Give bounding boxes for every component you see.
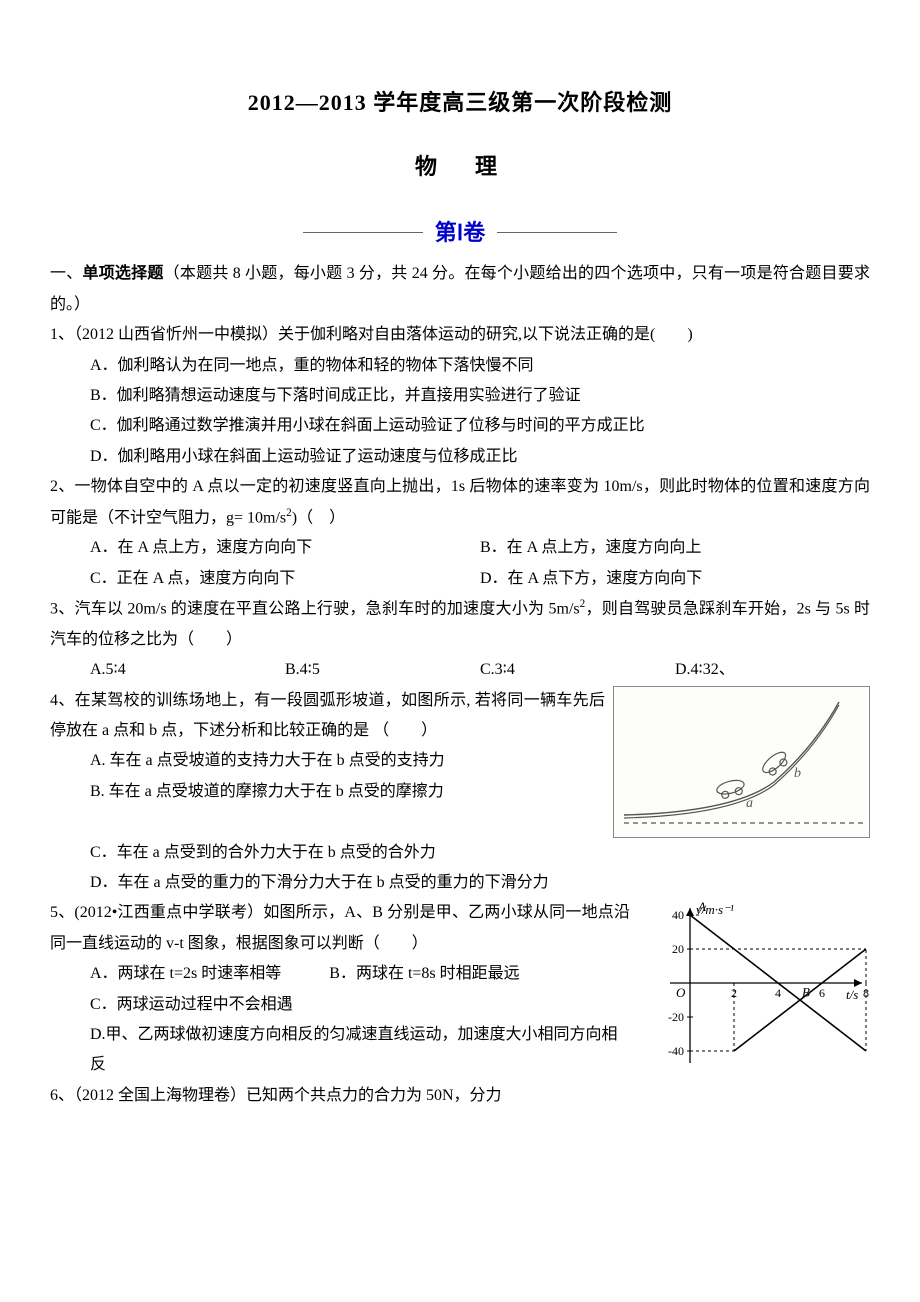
svg-text:-20: -20: [668, 1010, 684, 1024]
section-desc: （本题共 8 小题，每小题 3 分，共 24 分。在每个小题给出的四个选项中，只…: [50, 265, 870, 312]
q2-stem-a: 2、一物体自空中的 A 点以一定的初速度竖直向上抛出，1s 后物体的速率变为 1…: [50, 478, 870, 526]
q4-figure: ab: [613, 686, 870, 838]
part-header: 第Ⅰ卷: [50, 210, 870, 254]
q2-opt-c: C．正在 A 点，速度方向向下: [90, 564, 480, 594]
q1-options: A．伽利略认为在同一地点，重的物体和轻的物体下落快慢不同 B．伽利略猜想运动速度…: [50, 351, 870, 473]
svg-text:t/s: t/s: [846, 987, 858, 1002]
q5-block: Ov/m·s⁻¹t/s-40-2020402468AB 5、(2012•江西重点…: [50, 898, 870, 1080]
section-prefix: 一、: [50, 265, 82, 282]
q5-opt-a: A．两球在 t=2s 时速率相等: [90, 965, 281, 982]
q4-block: 4、在某驾校的训练场地上，有一段圆弧形坡道，如图所示, 若将同一辆车先后停放在 …: [50, 686, 870, 838]
svg-text:O: O: [676, 985, 686, 1000]
svg-text:B: B: [802, 985, 810, 1000]
svg-text:a: a: [746, 796, 753, 811]
q3-opt-c: C.3∶4: [480, 655, 675, 685]
q3-opt-b: B.4∶5: [285, 655, 480, 685]
q3-stem: 3、汽车以 20m/s 的速度在平直公路上行驶，急刹车时的加速度大小为 5m/s…: [50, 594, 870, 655]
q3-stem-a: 3、汽车以 20m/s 的速度在平直公路上行驶，急刹车时的加速度大小为 5m/s: [50, 600, 580, 617]
q4-opt-d: D．车在 a 点受的重力的下滑分力大于在 b 点受的重力的下滑分力: [50, 868, 870, 898]
q1-opt-c: C．伽利略通过数学推演并用小球在斜面上运动验证了位移与时间的平方成正比: [90, 411, 870, 441]
q2-stem: 2、一物体自空中的 A 点以一定的初速度竖直向上抛出，1s 后物体的速率变为 1…: [50, 472, 870, 533]
q4-svg: ab: [614, 687, 869, 837]
q4-stem: 4、在某驾校的训练场地上，有一段圆弧形坡道，如图所示, 若将同一辆车先后停放在 …: [50, 686, 605, 747]
document-page: 2012—2013 学年度高三级第一次阶段检测 物 理 第Ⅰ卷 一、单项选择题（…: [0, 0, 920, 1151]
section-kind: 单项选择题: [82, 265, 163, 282]
q4-opt-c: C．车在 a 点受到的合外力大于在 b 点受的合外力: [50, 838, 870, 868]
q3-options: A.5∶4 B.4∶5 C.3∶4 D.4∶32、: [50, 655, 870, 685]
underline-right: [497, 232, 617, 233]
svg-text:6: 6: [819, 986, 825, 1000]
q4-opt-b: B. 车在 a 点受坡道的摩擦力大于在 b 点受的摩擦力: [50, 777, 605, 807]
part-label: 第Ⅰ卷: [435, 220, 486, 245]
q6-stem: 6、（2012 全国上海物理卷）已知两个共点力的合力为 50N，分力: [50, 1081, 870, 1111]
q5-figure: Ov/m·s⁻¹t/s-40-2020402468AB: [640, 898, 870, 1068]
svg-text:A: A: [697, 899, 706, 914]
svg-text:20: 20: [672, 942, 684, 956]
q5-opt-b: B．两球在 t=8s 时相距最远: [329, 965, 519, 982]
q5-svg: Ov/m·s⁻¹t/s-40-2020402468AB: [640, 898, 870, 1068]
svg-text:-40: -40: [668, 1044, 684, 1058]
q1-opt-d: D．伽利略用小球在斜面上运动验证了运动速度与位移成正比: [90, 442, 870, 472]
q2-opt-b: B．在 A 点上方，速度方向向上: [480, 533, 870, 563]
q2-options-row2: C．正在 A 点，速度方向向下 D．在 A 点下方，速度方向向下: [50, 564, 870, 594]
q4-opt-a: A. 车在 a 点受坡道的支持力大于在 b 点受的支持力: [50, 746, 605, 776]
exam-title: 2012—2013 学年度高三级第一次阶段检测: [50, 82, 870, 124]
svg-text:40: 40: [672, 908, 684, 922]
q1-stem: 1、（2012 山西省忻州一中模拟）关于伽利略对自由落体运动的研究,以下说法正确…: [50, 320, 870, 350]
svg-text:4: 4: [775, 986, 781, 1000]
q2-opt-d: D．在 A 点下方，速度方向向下: [480, 564, 870, 594]
q1-opt-a: A．伽利略认为在同一地点，重的物体和轻的物体下落快慢不同: [90, 351, 870, 381]
q2-options-row1: A．在 A 点上方，速度方向向下 B．在 A 点上方，速度方向向上: [50, 533, 870, 563]
q3-opt-d: D.4∶32、: [675, 655, 870, 685]
q4-text: 4、在某驾校的训练场地上，有一段圆弧形坡道，如图所示, 若将同一辆车先后停放在 …: [50, 686, 605, 808]
underline-left: [303, 232, 423, 233]
exam-subject: 物 理: [50, 146, 870, 188]
q3-opt-a: A.5∶4: [90, 655, 285, 685]
q2-opt-a: A．在 A 点上方，速度方向向下: [90, 533, 480, 563]
q1-opt-b: B．伽利略猜想运动速度与下落时间成正比，并直接用实验进行了验证: [90, 381, 870, 411]
section-1-heading: 一、单项选择题（本题共 8 小题，每小题 3 分，共 24 分。在每个小题给出的…: [50, 259, 870, 320]
q2-stem-b: )（ ）: [292, 509, 345, 526]
svg-text:b: b: [794, 766, 801, 781]
